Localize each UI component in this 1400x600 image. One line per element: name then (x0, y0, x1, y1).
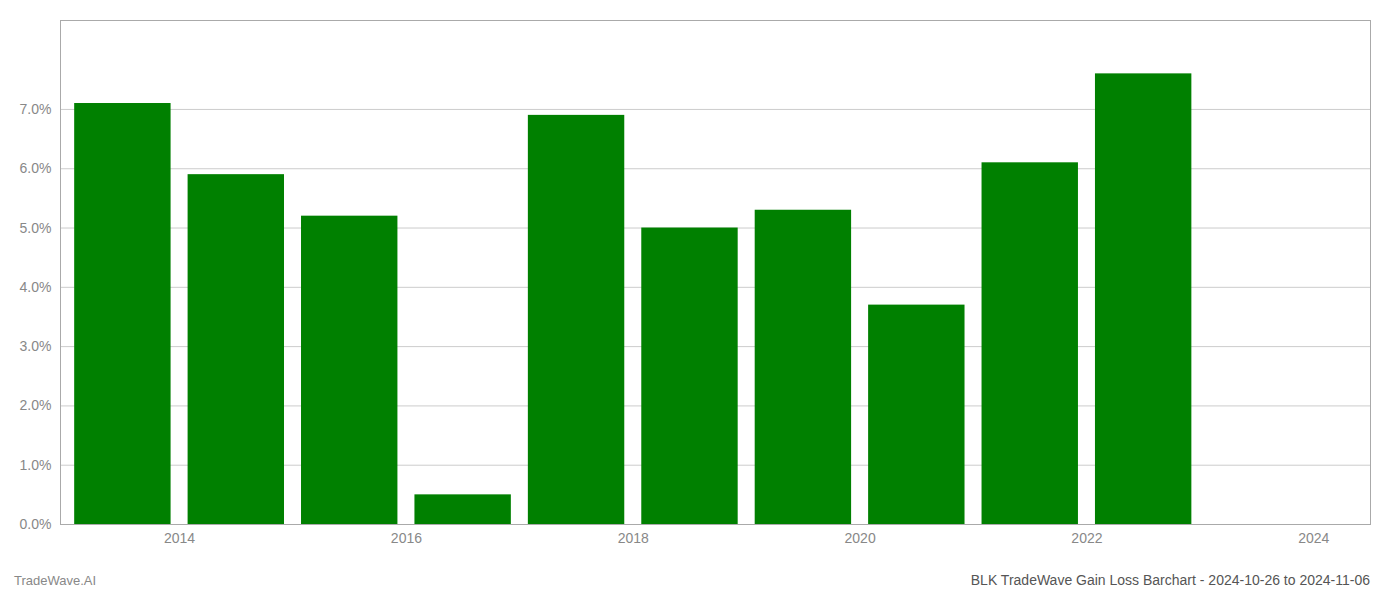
html-text:BLK TradeWave Gain Loss Barcha: BLK TradeWave Gain Loss Barchart - 2024-… (970, 572, 1370, 588)
svg-text:7.0%: 7.0% (20, 101, 52, 117)
svg-text:3.0%: 3.0% (20, 338, 52, 354)
svg-text:5.0%: 5.0% (20, 220, 52, 236)
html-text:TradeWave.AI: TradeWave.AI (14, 573, 97, 588)
svg-text:2018: 2018 (618, 530, 649, 546)
svg-text:2022: 2022 (1071, 530, 1102, 546)
svg-text:2020: 2020 (845, 530, 876, 546)
svg-text:2.0%: 2.0% (20, 397, 52, 413)
svg-text:0.0%: 0.0% (20, 516, 52, 532)
svg-text:6.0%: 6.0% (20, 160, 52, 176)
svg-text:1.0%: 1.0% (20, 457, 52, 473)
svg-text:2024: 2024 (1298, 530, 1329, 546)
svg-text:4.0%: 4.0% (20, 279, 52, 295)
svg-text:2014: 2014 (164, 530, 195, 546)
svg-text:2016: 2016 (391, 530, 422, 546)
